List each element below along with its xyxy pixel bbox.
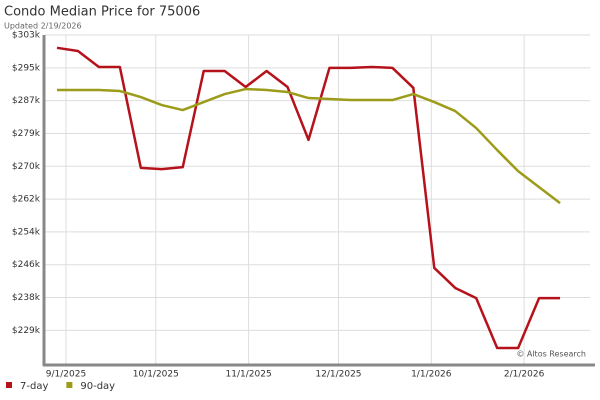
y-tick-label: $303k bbox=[12, 31, 41, 41]
x-tick-label: 10/1/2025 bbox=[133, 370, 179, 380]
y-tick-label: $254k bbox=[12, 227, 41, 237]
legend-label: 7-day bbox=[20, 381, 48, 392]
series-line bbox=[56, 87, 561, 205]
legend-swatch bbox=[66, 382, 73, 388]
x-tick-label: 11/1/2025 bbox=[226, 370, 272, 380]
chart-subtitle: Updated 2/19/2026 bbox=[4, 22, 82, 31]
y-tick-label: $238k bbox=[12, 293, 41, 303]
x-tick-label: 12/1/2025 bbox=[315, 370, 361, 380]
series-line bbox=[56, 46, 561, 350]
legend-swatch bbox=[6, 382, 12, 388]
x-tick-label: 2/1/2026 bbox=[504, 370, 545, 380]
chart-title: Condo Median Price for 75006 bbox=[4, 5, 200, 20]
y-tick-label: $295k bbox=[12, 63, 41, 73]
y-tick-label: $246k bbox=[12, 260, 41, 270]
x-tick-label: 1/1/2026 bbox=[411, 370, 452, 380]
y-tick-label: $229k bbox=[12, 326, 41, 336]
legend-label: 90-day bbox=[80, 381, 115, 392]
annotation: © Altos Research bbox=[516, 350, 586, 359]
y-tick-label: $287k bbox=[12, 96, 41, 106]
y-tick-label: $262k bbox=[12, 195, 41, 205]
y-tick-label: $279k bbox=[12, 129, 41, 139]
y-tick-label: $270k bbox=[12, 162, 41, 172]
x-tick-label: 9/1/2025 bbox=[46, 370, 86, 380]
